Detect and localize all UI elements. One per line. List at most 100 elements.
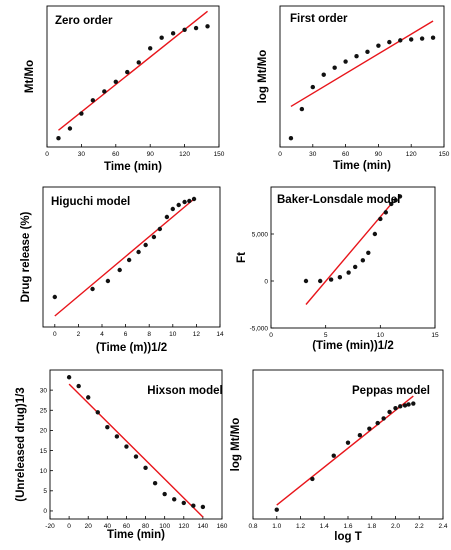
x-tick-label: 0: [45, 151, 49, 158]
chart-panel-2: 0 30 60 90 120 150 First order Time (min) log Mt…: [257, 5, 450, 172]
x-tick-label: 5: [324, 332, 328, 339]
data-point: [164, 214, 170, 220]
x-tick-label: 0: [278, 151, 282, 158]
x-tick-label: 30: [78, 151, 86, 158]
data-point: [378, 216, 383, 222]
x-tick-label: 0: [269, 332, 273, 339]
x-tick-label: 10: [377, 332, 385, 339]
y-tick-label: 0: [264, 278, 268, 285]
x-tick-label: 10: [169, 331, 177, 338]
data-point: [376, 43, 381, 48]
data-point: [430, 35, 436, 40]
x-axis-label: Time (min): [333, 160, 391, 172]
data-point: [151, 234, 157, 240]
plot-frame: [46, 5, 220, 148]
data-point: [346, 270, 351, 275]
data-point: [143, 242, 148, 248]
data-point: [90, 98, 96, 103]
data-point: [148, 46, 153, 51]
x-axis-label: Time (min): [104, 161, 162, 173]
data-point: [387, 39, 392, 45]
data-point: [133, 454, 139, 459]
data-point: [303, 278, 309, 284]
x-tick-label: 0.8: [248, 523, 257, 530]
data-point: [367, 426, 372, 431]
x-axis-label: log T: [334, 531, 361, 543]
fit-line: [276, 395, 414, 506]
x-tick-label: 1.4: [320, 523, 329, 530]
data-point: [157, 226, 163, 232]
data-point: [331, 453, 336, 458]
x-tick-label: 150: [214, 151, 225, 158]
x-tick-label: 2: [77, 331, 81, 338]
data-point: [181, 500, 186, 506]
data-point: [187, 198, 192, 204]
data-point: [381, 416, 386, 421]
x-tick-label: 8: [147, 331, 151, 338]
x-tick-label: 1.6: [343, 523, 352, 530]
data-point: [67, 126, 73, 131]
panel-title: Higuchi model: [51, 196, 130, 208]
data-point: [419, 36, 425, 41]
x-tick-label: 0: [53, 331, 57, 338]
x-axis-label: Time (min): [107, 529, 165, 541]
y-axis-label: (Unreleased drug)1/3: [15, 387, 27, 501]
y-axis-label: log Mt/Mo: [257, 50, 269, 104]
plot-frame: [279, 5, 445, 148]
data-point: [345, 440, 351, 445]
y-axis-label: Ft: [236, 252, 248, 263]
x-tick-label: 1.2: [296, 523, 305, 530]
y-tick-label: 0: [43, 508, 47, 515]
data-point: [372, 231, 378, 237]
data-point: [159, 35, 164, 40]
x-tick-label: 120: [178, 523, 189, 530]
x-tick-label: 90: [147, 151, 155, 158]
x-tick-label: 30: [309, 151, 317, 158]
fit-line: [290, 20, 434, 108]
data-point: [126, 257, 132, 263]
y-axis-label: Drug release (%): [20, 211, 32, 302]
x-tick-label: 60: [342, 151, 350, 158]
data-point: [387, 409, 392, 415]
x-tick-label: 160: [217, 523, 228, 530]
x-tick-label: 15: [431, 332, 439, 339]
data-point: [182, 27, 187, 32]
data-point: [398, 38, 403, 43]
data-point: [375, 420, 380, 426]
chart-panel-1: 0 30 60 90 120 150 Zero order Time (min) Mt/Mo: [24, 5, 225, 173]
data-point: [105, 424, 110, 430]
fit-line: [58, 10, 208, 131]
data-point: [162, 491, 167, 497]
data-point: [352, 264, 358, 270]
data-point: [125, 69, 130, 75]
data-point: [357, 432, 363, 438]
chart-panel-5: -20 0 20 40 60 80 100 120 140 160 0 5 10 15 20 25 30 Hixs…: [15, 369, 228, 541]
data-point: [365, 49, 370, 55]
panel-title: Zero order: [55, 15, 113, 27]
data-point: [113, 79, 119, 84]
data-point: [117, 267, 122, 273]
x-tick-label: 12: [193, 331, 201, 338]
data-point: [172, 497, 177, 502]
x-tick-label: 6: [124, 331, 128, 338]
data-point: [389, 201, 394, 207]
chart-panel-3: 0 2 4 6 8 10 12 14 Higuchi model (Time (m))1/2 Dru…: [20, 186, 224, 354]
x-tick-label: 150: [439, 151, 450, 158]
y-tick-label: 10: [40, 468, 48, 475]
plot-frame: [270, 186, 436, 329]
plot-frame: [49, 369, 223, 520]
data-point: [274, 507, 279, 512]
data-point: [343, 59, 348, 64]
data-point: [397, 194, 403, 199]
data-point: [328, 277, 334, 282]
y-tick-label: 25: [40, 408, 48, 415]
data-point: [176, 202, 181, 208]
x-tick-label: 2.4: [438, 523, 447, 530]
data-point: [393, 405, 398, 411]
x-tick-label: 40: [104, 523, 112, 530]
x-tick-label: 20: [85, 523, 93, 530]
data-point: [310, 84, 315, 90]
y-axis-label: log Mt/Mo: [230, 418, 242, 472]
